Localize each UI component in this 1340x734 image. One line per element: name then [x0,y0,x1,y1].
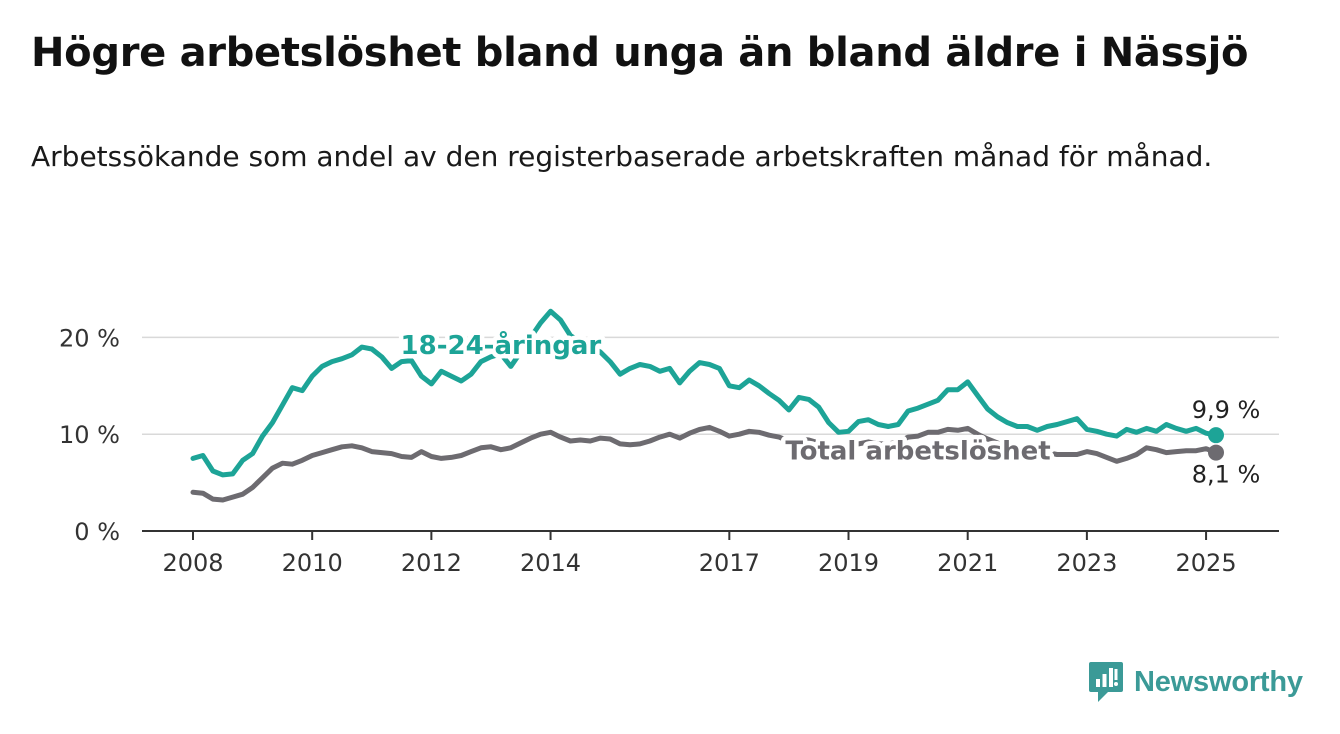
brand-name: Newsworthy [1134,665,1303,698]
series-endpoint-youth [1208,427,1224,444]
end-value-label-youth: 9,9 % [1192,396,1261,424]
x-tick-label: 2014 [520,549,581,577]
x-tick-label: 2021 [937,549,998,577]
end-label-halo: 9,9 % [1192,396,1261,424]
y-tick-label: 20 % [59,324,120,352]
x-tick-label: 2019 [818,549,879,577]
y-tick-label: 0 % [74,518,120,546]
x-tick-label: 2012 [401,549,462,577]
series-label-halo: 18-24-åringar [401,329,602,361]
gridlines [142,336,1279,435]
series-endpoint-total [1208,444,1224,461]
chart-title: Högre arbetslöshet bland unga än bland ä… [31,30,1249,76]
x-tick-label: 2023 [1056,549,1117,577]
newsworthy-logo: Newsworthy [1088,660,1303,704]
y-axis: 0 % 10 % 20 % [59,324,120,546]
end-value-label-total: 8,1 % [1192,461,1261,489]
x-tick-label: 2010 [282,549,343,577]
chart-subtitle: Arbetssökande som andel av den registerb… [31,140,1213,173]
end-label-halo: 8,1 % [1192,461,1261,489]
series-label-total: Total arbetslöshet [785,437,1050,467]
y-tick-label: 10 % [59,421,120,449]
newsworthy-icon [1089,662,1123,702]
series-label-halo: Total arbetslöshet [785,437,1050,467]
x-axis: 2008 2010 2012 2014 2017 2019 2021 2023 2025 [142,530,1279,577]
series-line-youth [190,308,1219,478]
x-tick-label: 2017 [699,549,760,577]
series-label-youth: 18-24-åringar [401,329,602,361]
series-line-total [190,424,1219,503]
series-lines [190,308,1224,503]
x-tick-label: 2008 [162,549,223,577]
x-tick-label: 2025 [1176,549,1237,577]
